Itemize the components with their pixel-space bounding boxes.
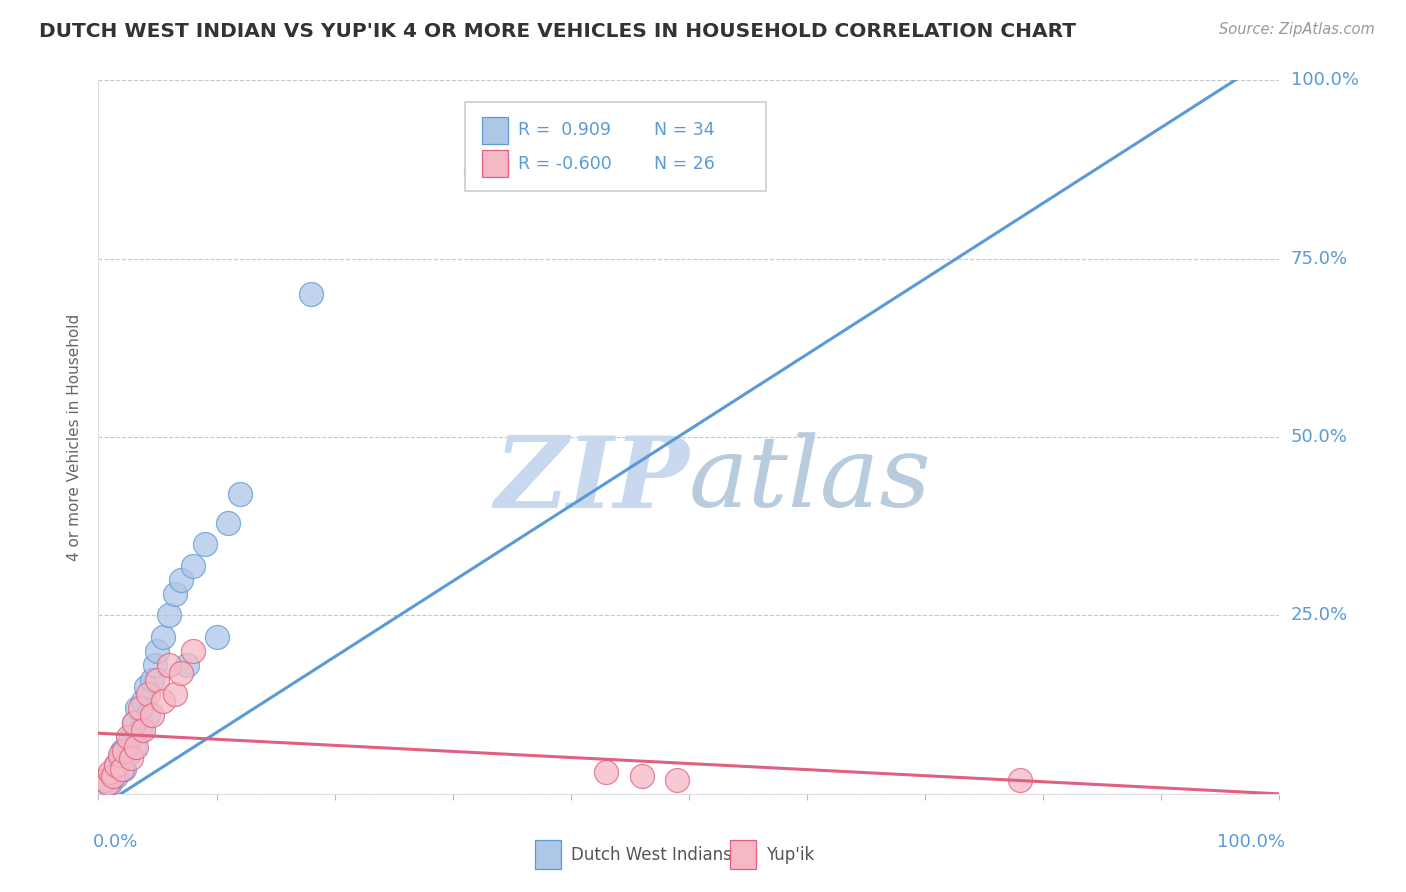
Point: [141, 708, 163, 723]
Point: [121, 730, 143, 744]
Y-axis label: 4 or more Vehicles in Household: 4 or more Vehicles in Household: [67, 313, 83, 561]
Text: N = 26: N = 26: [654, 155, 714, 173]
Text: atlas: atlas: [689, 433, 932, 527]
Point: [595, 765, 617, 780]
Point: [170, 665, 193, 680]
Text: Source: ZipAtlas.com: Source: ZipAtlas.com: [1219, 22, 1375, 37]
Point: [98, 765, 121, 780]
Point: [122, 715, 145, 730]
Text: 50.0%: 50.0%: [1291, 428, 1347, 446]
Point: [465, 166, 488, 180]
Text: DUTCH WEST INDIAN VS YUP'IK 4 OR MORE VEHICLES IN HOUSEHOLD CORRELATION CHART: DUTCH WEST INDIAN VS YUP'IK 4 OR MORE VE…: [39, 22, 1077, 41]
Point: [181, 644, 204, 658]
Point: [299, 287, 322, 301]
Point: [141, 673, 163, 687]
Point: [146, 673, 169, 687]
Text: 25.0%: 25.0%: [1291, 607, 1348, 624]
Point: [152, 630, 174, 644]
Text: Dutch West Indians: Dutch West Indians: [571, 846, 731, 863]
Point: [181, 558, 204, 573]
Point: [157, 608, 180, 623]
Point: [1008, 772, 1031, 787]
Point: [630, 769, 652, 783]
Point: [176, 658, 198, 673]
Point: [170, 573, 193, 587]
Point: [105, 769, 128, 783]
Bar: [482, 117, 508, 144]
Point: [157, 658, 180, 673]
Point: [128, 701, 150, 715]
Point: [152, 694, 174, 708]
Point: [666, 772, 689, 787]
Point: [93, 772, 115, 787]
Point: [101, 765, 124, 780]
Point: [143, 658, 166, 673]
Point: [125, 740, 148, 755]
Point: [165, 587, 187, 601]
Text: ZIP: ZIP: [494, 432, 689, 528]
Point: [105, 758, 128, 772]
Text: Yup'ik: Yup'ik: [766, 846, 814, 863]
Point: [101, 769, 124, 783]
Point: [97, 776, 120, 790]
Point: [121, 751, 143, 765]
Point: [127, 701, 149, 715]
Point: [111, 762, 134, 776]
Text: 100.0%: 100.0%: [1218, 833, 1285, 851]
Point: [146, 644, 169, 658]
Point: [112, 744, 135, 758]
Point: [108, 747, 131, 762]
Point: [117, 737, 139, 751]
Point: [136, 687, 159, 701]
Point: [97, 772, 120, 787]
Point: [122, 715, 145, 730]
Point: [93, 780, 115, 794]
Point: [132, 694, 155, 708]
Text: R = -0.600: R = -0.600: [517, 155, 612, 173]
Point: [117, 747, 139, 762]
Point: [136, 708, 159, 723]
Bar: [536, 840, 561, 869]
Text: N = 34: N = 34: [654, 121, 714, 139]
FancyBboxPatch shape: [464, 102, 766, 191]
Text: 75.0%: 75.0%: [1291, 250, 1348, 268]
Point: [132, 723, 155, 737]
Point: [229, 487, 252, 501]
Text: R =  0.909: R = 0.909: [517, 121, 610, 139]
Point: [194, 537, 217, 551]
Text: 100.0%: 100.0%: [1291, 71, 1358, 89]
Point: [108, 751, 131, 765]
Point: [205, 630, 228, 644]
Point: [165, 687, 187, 701]
Point: [105, 758, 128, 772]
Point: [98, 776, 121, 790]
Bar: [482, 150, 508, 178]
Point: [135, 680, 157, 694]
Point: [111, 744, 134, 758]
Point: [217, 516, 239, 530]
Point: [112, 762, 135, 776]
Point: [128, 723, 150, 737]
Point: [117, 730, 139, 744]
Bar: [730, 840, 756, 869]
Text: 0.0%: 0.0%: [93, 833, 138, 851]
Point: [122, 740, 145, 755]
